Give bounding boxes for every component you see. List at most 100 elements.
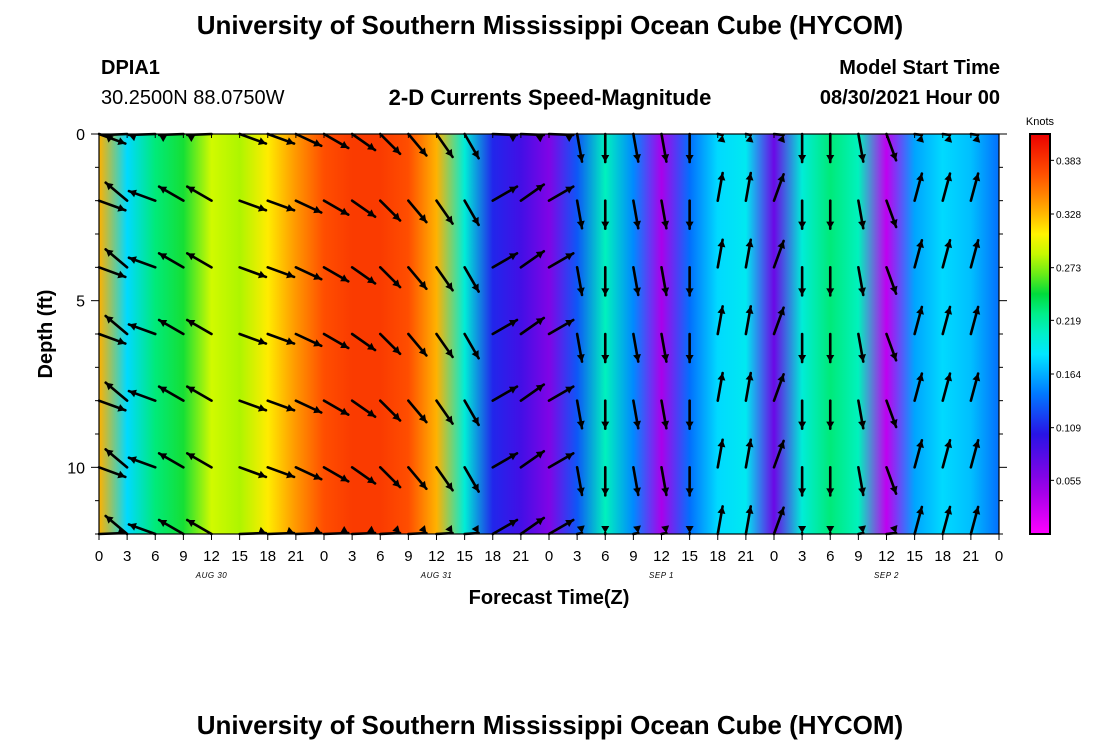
current-vector-head [745, 135, 754, 143]
current-vector-head [117, 204, 126, 212]
current-vector-head [633, 220, 641, 229]
colorbar-tick-label: 0.328 [1056, 210, 1081, 221]
current-vector-head [633, 487, 641, 495]
current-vector-head [313, 526, 322, 534]
x-tick-label: 21 [513, 548, 530, 565]
current-vector-head [576, 525, 585, 533]
current-vector-head [187, 386, 196, 394]
current-vector-head [187, 320, 196, 327]
x-tick-label: 0 [995, 548, 1003, 565]
current-vector-head [128, 389, 137, 398]
current-vector-head [661, 220, 670, 229]
current-vector-head [445, 215, 453, 224]
current-vector-head [685, 526, 694, 533]
x-tick-label: 18 [709, 548, 726, 565]
colorbar-tick-label: 0.219 [1056, 316, 1081, 327]
current-vector-head [826, 221, 835, 229]
y-tick-label: 10 [67, 460, 85, 477]
date-label: AUG 31 [420, 571, 452, 580]
current-vector-head [944, 440, 953, 449]
current-vector-head [471, 150, 479, 159]
current-vector-head [777, 507, 785, 516]
current-vector-head [777, 307, 785, 316]
current-vector-head [159, 186, 168, 194]
current-vector-head [159, 320, 168, 327]
current-vector-head [601, 155, 610, 162]
current-vector-head [972, 506, 981, 515]
current-vector-head [367, 476, 376, 484]
date-label: AUG 30 [195, 571, 228, 580]
current-vector-head [187, 520, 196, 527]
current-vector-head [392, 412, 401, 421]
current-vector-head [257, 337, 266, 345]
current-vector-head [257, 526, 266, 535]
x-tick-label: 12 [203, 548, 220, 565]
x-tick-label: 9 [629, 548, 637, 565]
current-vector-head [257, 270, 266, 279]
current-vector-head [565, 386, 574, 394]
colorbar-tick-label: 0.109 [1056, 424, 1081, 435]
current-vector-head [826, 488, 835, 496]
current-vector-head [340, 407, 349, 415]
current-vector-head [944, 306, 953, 315]
current-vector-head [392, 212, 401, 221]
current-vector-head [685, 355, 694, 362]
x-tick-label: 6 [601, 548, 609, 565]
current-vector-head [916, 306, 924, 315]
current-vector-head [445, 148, 453, 157]
current-vector-head [286, 337, 295, 345]
current-vector-head [576, 153, 585, 162]
current-vector-head [105, 182, 114, 191]
current-vector-head [826, 155, 835, 162]
current-vector-head [601, 488, 610, 496]
current-vector-head [916, 240, 924, 249]
current-vector-head [777, 441, 785, 449]
x-tick-label: 3 [348, 548, 356, 565]
current-vector-head [117, 337, 126, 345]
x-tick-label: 0 [545, 548, 553, 565]
current-vector-head [117, 404, 126, 412]
current-vector-head [105, 449, 114, 457]
x-tick-label: 12 [653, 548, 670, 565]
current-vector-head [633, 287, 641, 295]
current-vector-head [367, 142, 376, 151]
current-vector-head [889, 352, 898, 361]
current-vector-head [916, 506, 924, 515]
current-vector-head [944, 173, 953, 182]
current-vector-head [685, 288, 694, 296]
x-tick-label: 0 [320, 548, 328, 565]
current-vector-head [535, 384, 544, 392]
x-tick-label: 9 [854, 548, 862, 565]
current-vector-head [916, 373, 924, 382]
current-vector-head [117, 137, 126, 145]
current-vector-head [340, 526, 349, 533]
current-vector-head [576, 353, 585, 362]
current-vector-head [745, 506, 754, 515]
current-vector-head [576, 220, 585, 229]
current-vector-head [445, 482, 453, 491]
station-coordinates: 30.2500N 88.0750W [101, 87, 285, 109]
colorbar-tick-label: 0.383 [1056, 156, 1081, 167]
current-vector-head [661, 487, 670, 495]
current-vector-head [717, 239, 726, 248]
current-vector-head [972, 306, 981, 315]
current-vector-head [105, 135, 114, 143]
current-vector-head [340, 141, 349, 148]
current-vector-head [367, 276, 376, 284]
x-tick-label: 18 [484, 548, 501, 565]
current-vector-head [105, 382, 114, 391]
current-vector-head [105, 516, 114, 524]
current-vector-head [777, 135, 785, 143]
current-vector-head [471, 483, 479, 492]
current-vector-head [565, 453, 574, 461]
current-vector-head [972, 373, 981, 382]
current-vector-head [777, 374, 785, 383]
current-vector-head [128, 523, 137, 531]
current-vector-head [105, 316, 114, 324]
current-vector-head [565, 186, 574, 194]
colorbar-unit: Knots [1026, 116, 1055, 128]
x-tick-label: 3 [798, 548, 806, 565]
current-vector-head [858, 487, 866, 495]
current-vector-head [508, 320, 517, 327]
current-vector-head [445, 282, 453, 291]
